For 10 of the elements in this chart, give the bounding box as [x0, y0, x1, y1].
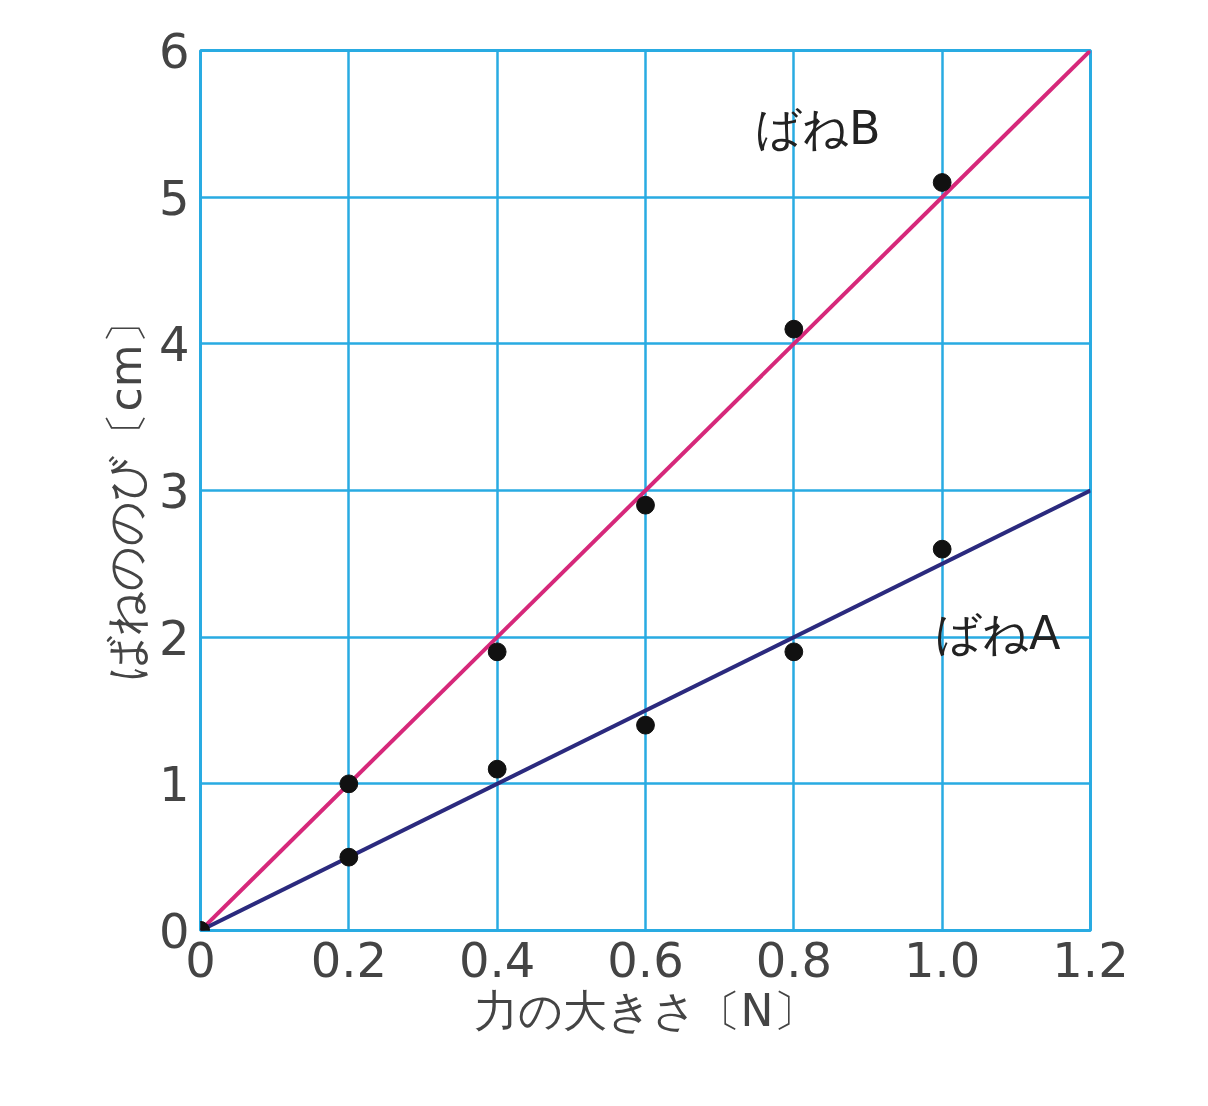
y-tick-label: 2 — [158, 609, 190, 666]
x-tick-label: 1.0 — [904, 931, 981, 988]
y-tick-label: 5 — [158, 169, 190, 226]
x-tick-label: 0.2 — [310, 931, 388, 988]
y-tick-label: 1 — [158, 756, 190, 813]
y-tick-label: 4 — [158, 316, 190, 373]
x-tick-label: 1.2 — [1052, 931, 1129, 988]
y-tick-label: 6 — [158, 23, 190, 79]
y-axis-title: ばねののび〔cm〕 — [99, 300, 151, 681]
y-tick-label: 3 — [158, 463, 190, 519]
